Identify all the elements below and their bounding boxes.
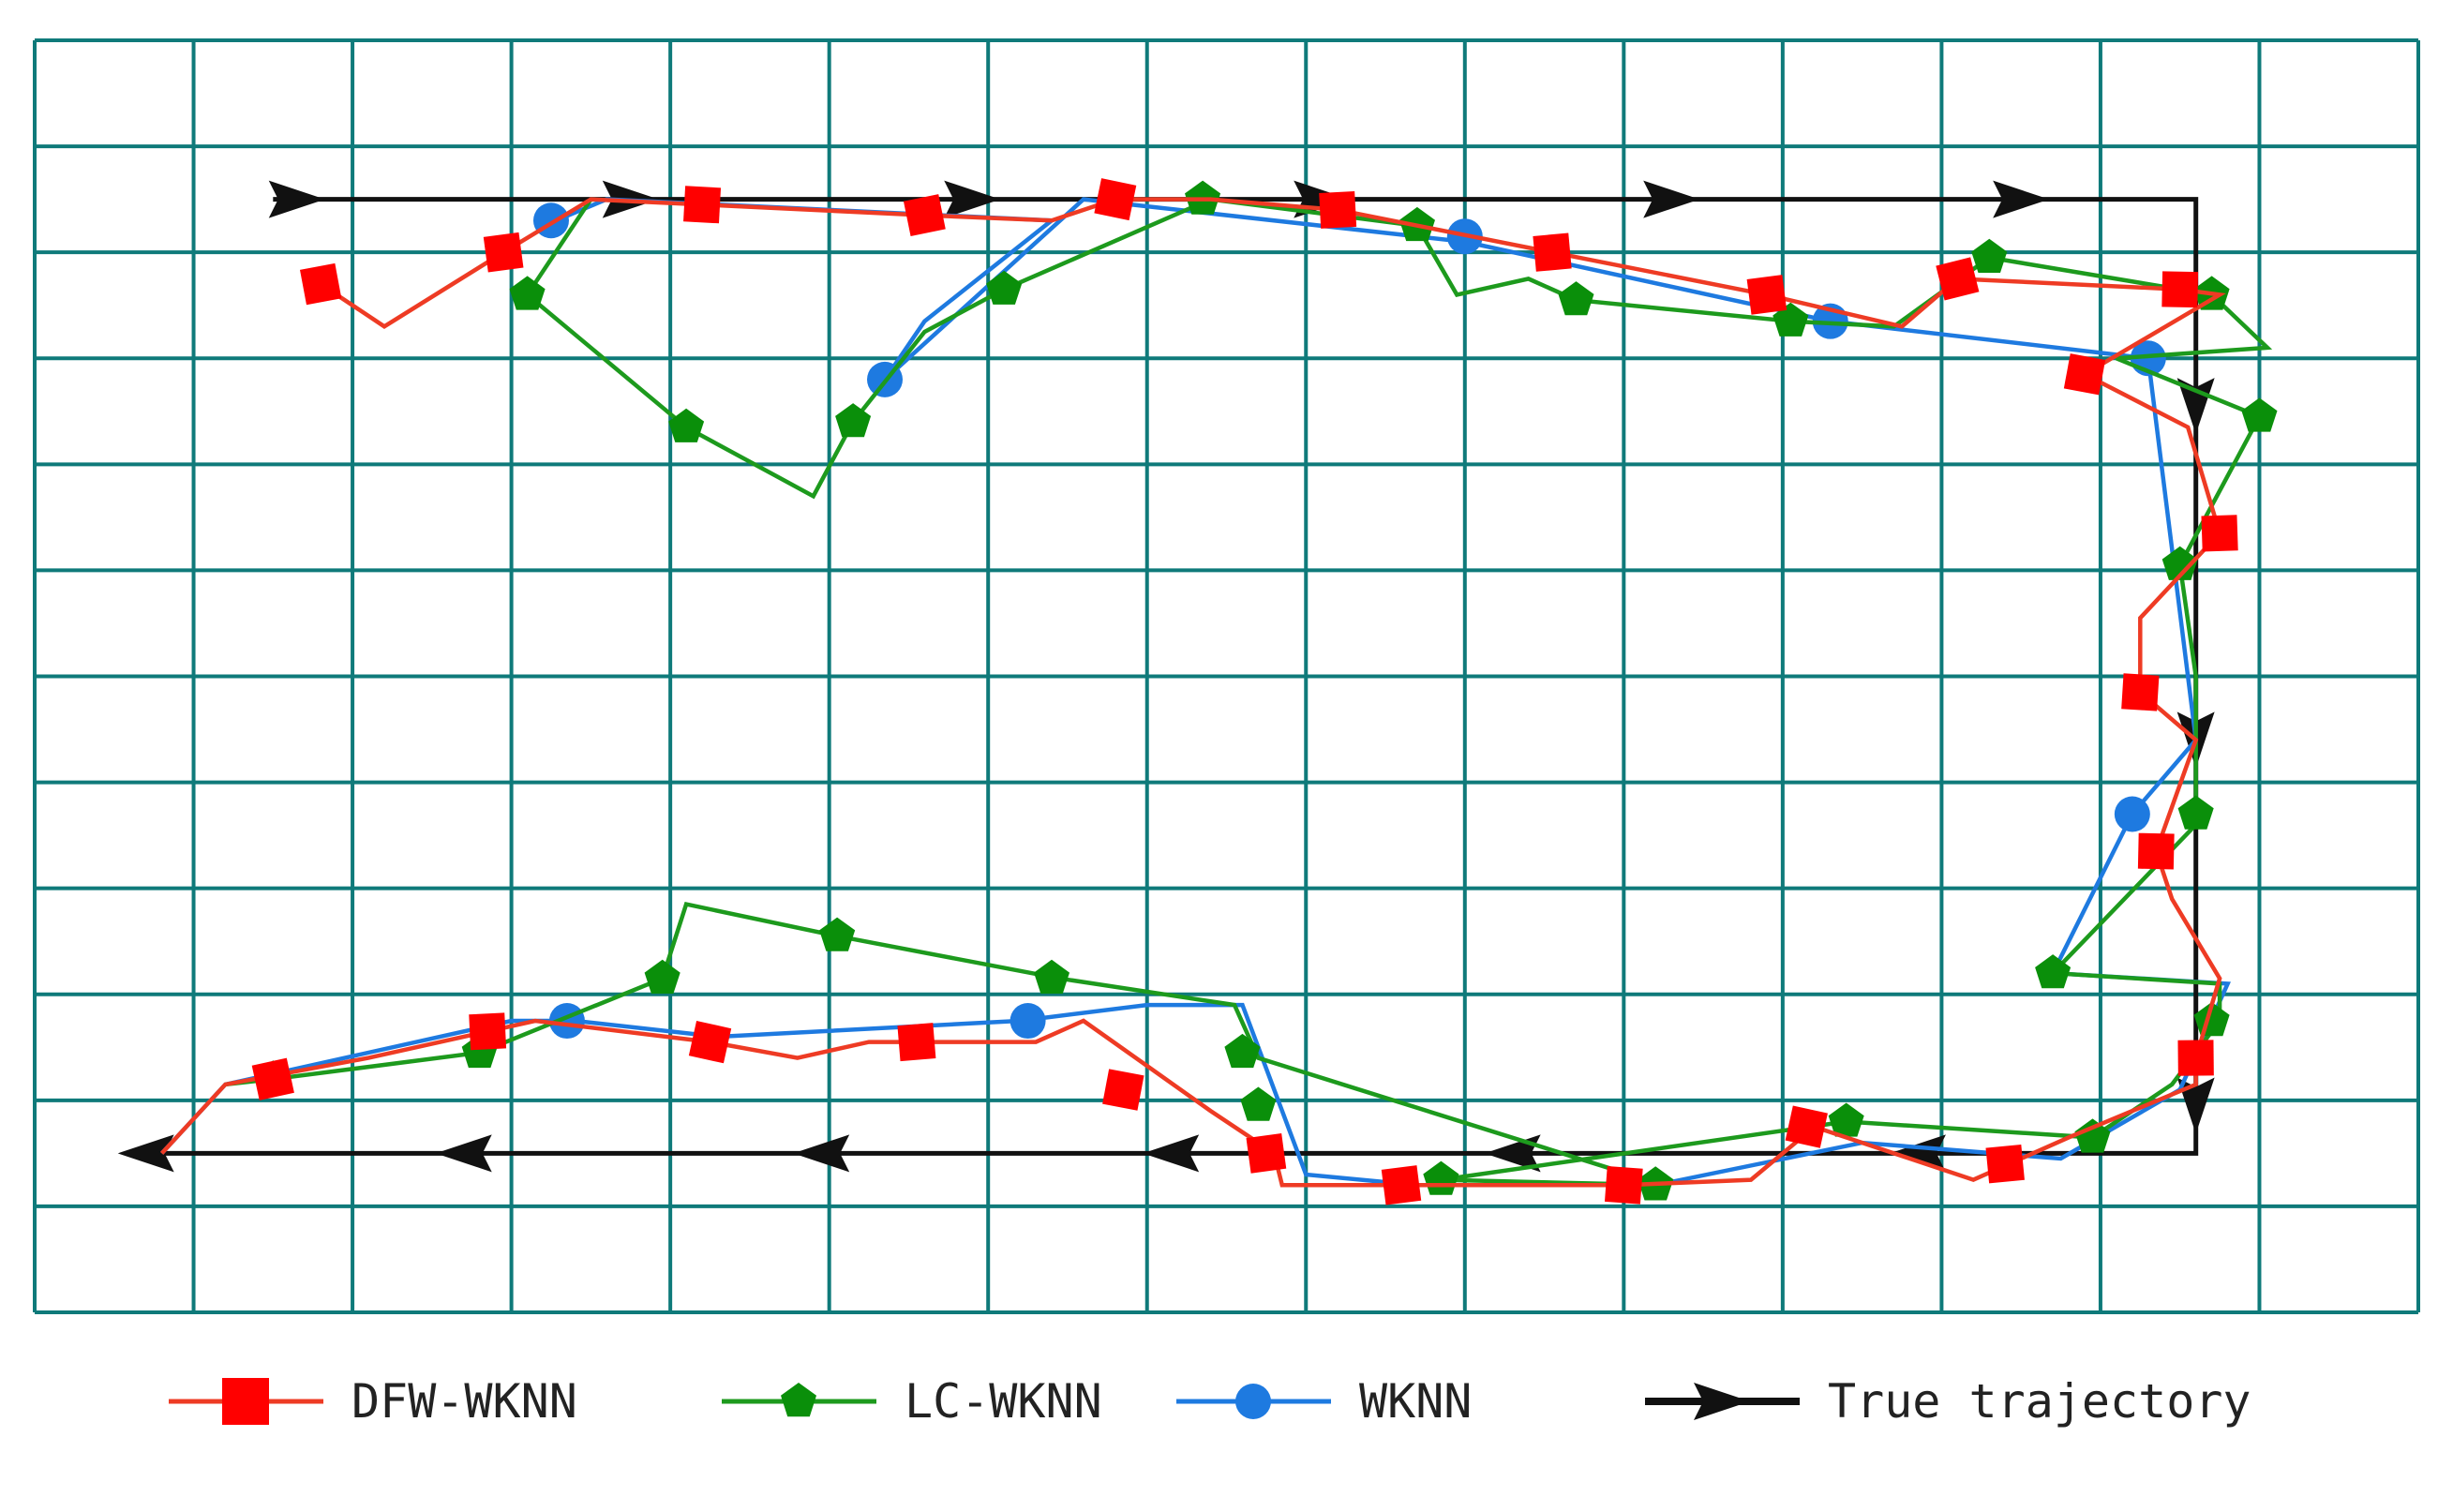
series-marker-lc-wknn: [2241, 397, 2278, 432]
series-marker-dfw-wknn: [1785, 1105, 1828, 1148]
series-marker-true-trajectory: [1889, 1134, 1946, 1173]
legend-marker-shape: [1235, 1384, 1271, 1419]
legend-label-lc-wknn: LC-WKNN: [905, 1374, 1102, 1429]
series-marker-dfw-wknn: [251, 1057, 294, 1100]
legend-marker-dfw-wknn: [222, 1378, 269, 1425]
series-marker-dfw-wknn: [1533, 232, 1572, 272]
series-line-dfw-wknn: [159, 197, 2226, 1188]
series-marker-lc-wknn: [835, 403, 872, 438]
series-marker-dfw-wknn: [1102, 1069, 1144, 1111]
series-marker-dfw-wknn: [2121, 673, 2160, 711]
series-marker-lc-wknn: [1224, 1033, 1261, 1069]
legend-item-wknn: WKNN: [1176, 1374, 1472, 1429]
legend-item-dfw-wknn: DFW-WKNN: [169, 1374, 577, 1429]
series-marker-true-trajectory: [117, 1134, 174, 1173]
series-marker-dfw-wknn: [2201, 515, 2238, 552]
legend-marker-shape: [781, 1383, 816, 1417]
series-marker-dfw-wknn: [299, 262, 342, 306]
legend-label-dfw-wknn: DFW-WKNN: [351, 1374, 577, 1429]
legend-marker-true-trajectory: [1694, 1383, 1750, 1420]
series-marker-wknn: [1010, 1003, 1046, 1040]
series-marker-dfw-wknn: [2137, 832, 2175, 870]
series-marker-lc-wknn: [986, 270, 1023, 305]
series-marker-true-trajectory: [1143, 1134, 1200, 1173]
series-marker-dfw-wknn: [1094, 178, 1137, 221]
series-marker-lc-wknn: [2035, 954, 2072, 989]
legend-marker-shape: [222, 1378, 269, 1425]
legend-item-true-trajectory: True trajectory: [1645, 1374, 2251, 1429]
series-marker-lc-wknn: [1558, 281, 1594, 316]
series-marker-lc-wknn: [819, 917, 856, 951]
series-marker-dfw-wknn: [1746, 275, 1787, 315]
series-marker-true-trajectory: [268, 180, 325, 218]
series-marker-lc-wknn: [1971, 238, 2008, 273]
series-marker-dfw-wknn: [1246, 1133, 1287, 1174]
series-marker-lc-wknn: [1240, 1086, 1277, 1121]
plot-area: [117, 178, 2278, 1205]
legend-item-lc-wknn: LC-WKNN: [722, 1374, 1102, 1429]
series-marker-true-trajectory: [1993, 180, 2050, 218]
legend: DFW-WKNN LC-WKNN WKNN True trajectory: [169, 1374, 2251, 1429]
series-marker-dfw-wknn: [483, 232, 524, 273]
legend-label-true-trajectory: True trajectory: [1828, 1374, 2251, 1429]
series-marker-dfw-wknn: [469, 1012, 507, 1051]
legend-marker-lc-wknn: [781, 1383, 816, 1417]
series-marker-dfw-wknn: [1381, 1165, 1422, 1205]
series-marker-true-trajectory: [2176, 378, 2215, 435]
grid: [33, 38, 2420, 1314]
series-marker-lc-wknn: [1772, 302, 1809, 337]
series-marker-lc-wknn: [1034, 959, 1069, 994]
series-marker-true-trajectory: [944, 180, 1001, 218]
series-marker-lc-wknn: [668, 408, 705, 442]
series-marker-wknn: [2114, 796, 2150, 832]
legend-marker-shape: [1694, 1383, 1750, 1420]
series-marker-true-trajectory: [1643, 180, 1700, 218]
series-marker-lc-wknn: [1828, 1102, 1864, 1137]
series-marker-dfw-wknn: [1604, 1165, 1643, 1205]
series-marker-dfw-wknn: [2161, 271, 2199, 308]
series-marker-dfw-wknn: [2177, 1040, 2214, 1076]
series-marker-dfw-wknn: [688, 1020, 732, 1064]
series-marker-dfw-wknn: [1319, 190, 1357, 229]
series-marker-dfw-wknn: [1936, 257, 1980, 301]
legend-label-wknn: WKNN: [1359, 1374, 1472, 1429]
legend-marker-wknn: [1235, 1384, 1271, 1419]
series-marker-lc-wknn: [2177, 795, 2214, 830]
series-marker-lc-wknn: [644, 959, 681, 994]
series-marker-lc-wknn: [509, 276, 546, 310]
series-marker-dfw-wknn: [897, 1023, 936, 1062]
series-marker-true-trajectory: [435, 1134, 492, 1173]
series-marker-true-trajectory: [2176, 1077, 2215, 1134]
series-marker-dfw-wknn: [683, 186, 722, 224]
series-marker-lc-wknn: [2074, 1118, 2111, 1153]
series-dfw-wknn: [159, 178, 2238, 1205]
series-marker-true-trajectory: [793, 1134, 850, 1173]
series-marker-dfw-wknn: [903, 194, 946, 236]
series-marker-dfw-wknn: [2063, 353, 2106, 396]
series-marker-lc-wknn: [2161, 546, 2198, 580]
series-marker-dfw-wknn: [1985, 1144, 2025, 1184]
